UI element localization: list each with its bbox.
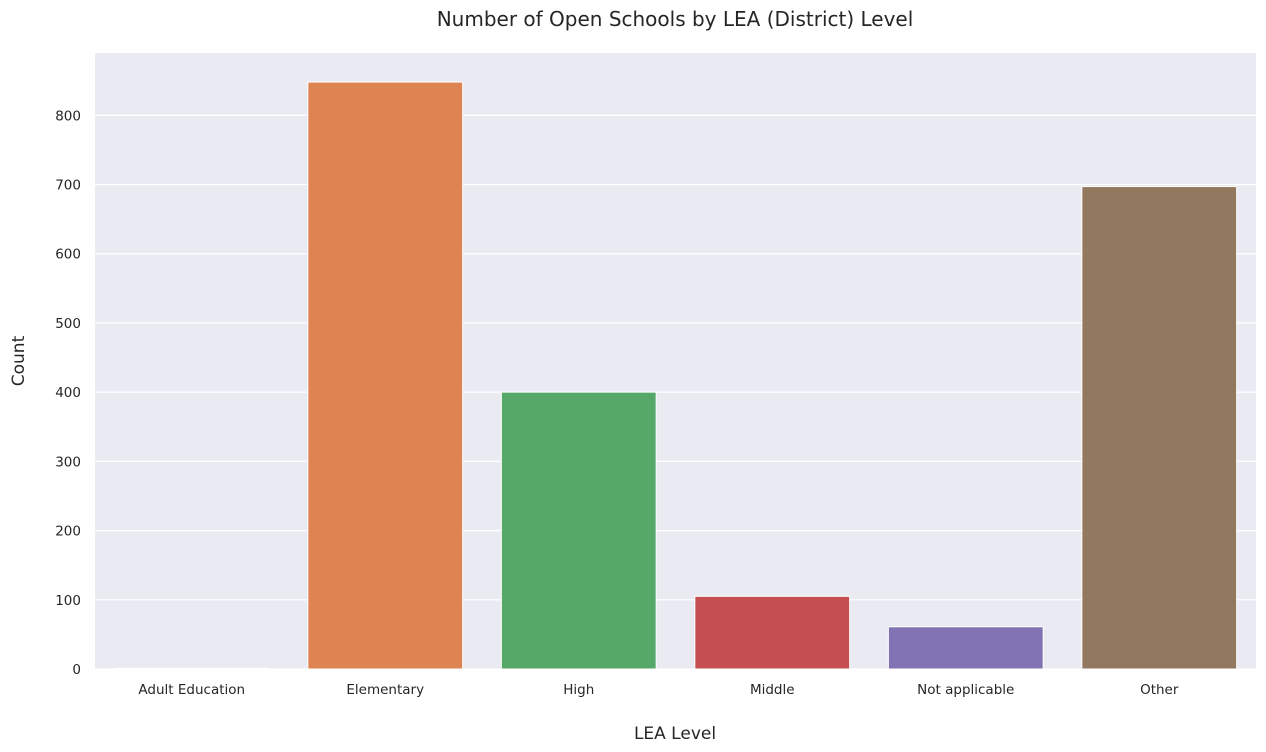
y-tick-label: 100: [55, 593, 81, 609]
y-tick-labels: 0 100 200 300 400 500 600 700 800: [55, 108, 81, 678]
chart-title: Number of Open Schools by LEA (District)…: [437, 7, 914, 31]
grid-lines: [95, 114, 1256, 670]
bars: [113, 81, 1238, 670]
plot-background: [95, 53, 1256, 669]
y-tick-label: 400: [55, 385, 81, 401]
bar-other: [1081, 186, 1238, 670]
bar-adult-education: [113, 667, 270, 670]
y-tick-label: 500: [55, 316, 81, 332]
y-tick-label: 800: [55, 108, 81, 124]
y-tick-label: 600: [55, 247, 81, 263]
x-tick-label: Elementary: [346, 682, 424, 698]
bar-high: [500, 391, 657, 670]
y-tick-label: 300: [55, 454, 81, 470]
y-axis-label: Count: [9, 335, 29, 386]
x-tick-label: Not applicable: [917, 682, 1014, 698]
y-tick-label: 200: [55, 524, 81, 540]
y-tick-label: 0: [72, 662, 81, 678]
y-tick-label: 700: [55, 178, 81, 194]
bar-not-applicable: [887, 626, 1044, 670]
x-tick-label: High: [563, 682, 594, 698]
x-tick-label: Adult Education: [138, 682, 245, 698]
bar-elementary: [307, 81, 464, 670]
x-tick-label: Other: [1140, 682, 1179, 698]
x-tick-label: Middle: [750, 682, 795, 698]
bar-middle: [694, 595, 851, 670]
x-tick-labels: Adult Education Elementary High Middle Not a…: [138, 682, 1178, 698]
x-axis-label: LEA Level: [634, 724, 716, 744]
